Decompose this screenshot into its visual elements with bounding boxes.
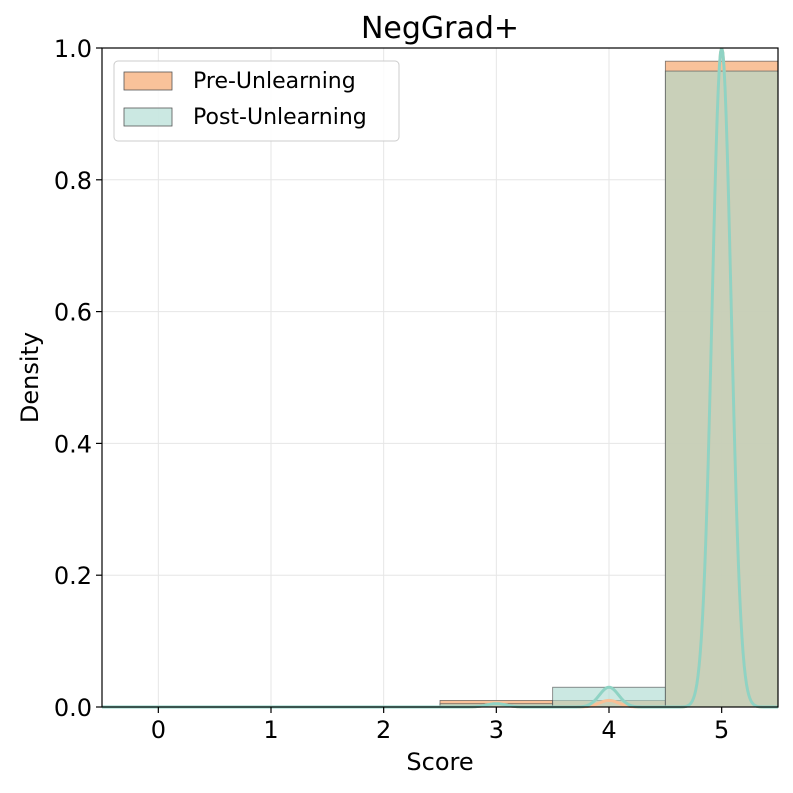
y-tick-label-0.2: 0.2 xyxy=(54,562,92,590)
y-axis-ticks: 0.0 0.2 0.4 0.6 0.8 1.0 xyxy=(54,35,102,722)
legend-box xyxy=(113,60,400,142)
y-tick-label-0.0: 0.0 xyxy=(54,694,92,722)
plot-frame xyxy=(101,47,779,708)
legend-label-post-unlearning: Post-Unlearning xyxy=(193,105,367,130)
x-axis-label: Score xyxy=(406,748,473,776)
legend-swatch-pre-unlearning xyxy=(123,71,173,91)
x-tick-label-5: 5 xyxy=(714,716,729,744)
y-tick-label-0.6: 0.6 xyxy=(54,299,92,327)
x-tick-label-0: 0 xyxy=(151,716,166,744)
post-unlearning-bars xyxy=(439,70,779,708)
x-tick-label-1: 1 xyxy=(263,716,278,744)
y-tick-label-0.4: 0.4 xyxy=(54,430,92,458)
post-unlearning-bar-4 xyxy=(552,686,666,708)
post-unlearning-bar-5 xyxy=(664,70,779,708)
y-tick-label-1.0: 1.0 xyxy=(54,35,92,63)
y-tick-label-0.8: 0.8 xyxy=(54,167,92,195)
legend-label-pre-unlearning: Pre-Unlearning xyxy=(193,69,356,94)
x-tick-label-4: 4 xyxy=(601,716,616,744)
legend: Pre-Unlearning Post-Unlearning xyxy=(113,60,400,142)
chart-title: NegGrad+ xyxy=(361,11,519,46)
x-axis-ticks: 0 1 2 3 4 5 xyxy=(151,707,729,744)
x-tick-label-3: 3 xyxy=(489,716,504,744)
x-tick-label-2: 2 xyxy=(376,716,391,744)
y-axis-label: Density xyxy=(16,332,44,423)
legend-swatch-post-unlearning xyxy=(123,107,173,127)
